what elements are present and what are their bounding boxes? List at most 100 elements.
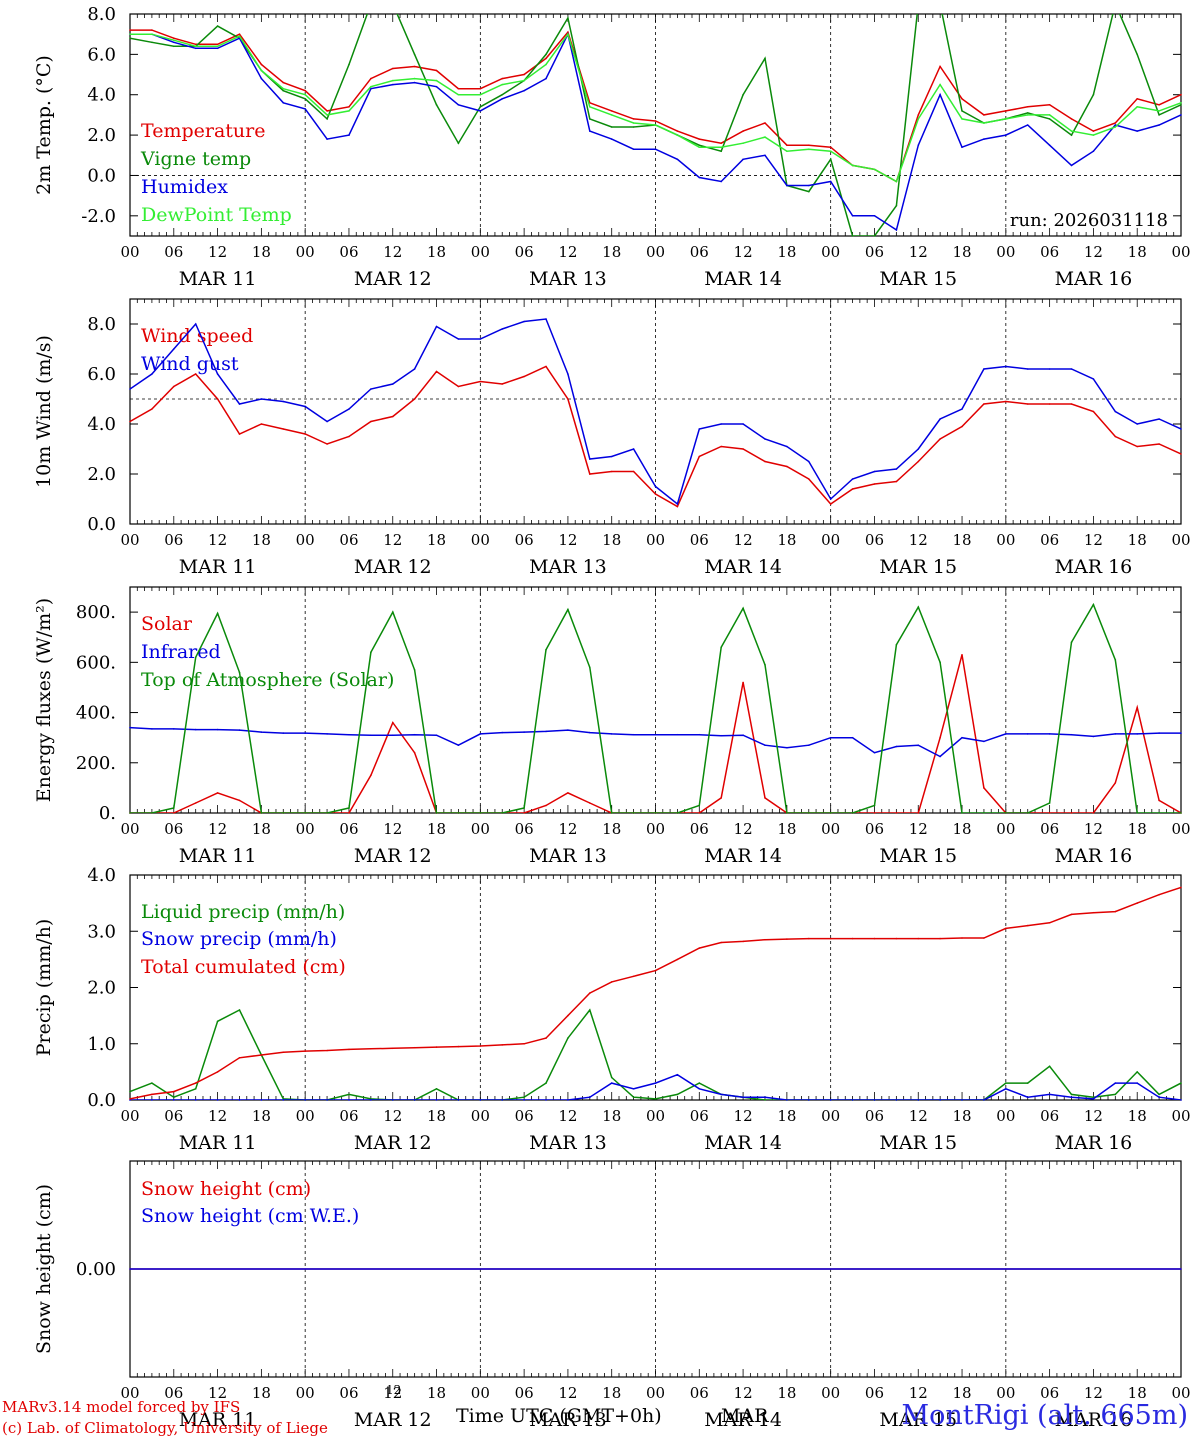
data-point	[698, 947, 701, 949]
data-point	[194, 47, 197, 50]
data-point	[392, 83, 394, 86]
data-point	[348, 106, 350, 108]
data-point	[654, 1082, 657, 1084]
y-axis-label: 10m Wind (m/s)	[33, 335, 55, 488]
data-point	[829, 812, 832, 814]
data-point	[1136, 53, 1138, 56]
data-point	[1114, 126, 1117, 128]
data-point	[610, 981, 613, 983]
data-point	[917, 1099, 920, 1101]
x-tick-label: 12	[558, 531, 577, 549]
data-point	[961, 425, 963, 428]
data-point	[304, 98, 307, 100]
x-tick-label: 12	[208, 243, 227, 261]
data-point	[479, 110, 482, 112]
y-tick-label: 4.0	[87, 414, 116, 435]
data-point	[392, 1047, 394, 1050]
data-point	[589, 666, 591, 669]
data-point	[873, 1099, 876, 1101]
data-point	[589, 1096, 591, 1098]
data-point	[129, 420, 131, 423]
x-tick-label: 06	[865, 1384, 884, 1402]
data-point	[479, 106, 482, 108]
data-point	[304, 433, 307, 435]
data-point	[829, 503, 832, 505]
data-point	[939, 1099, 941, 1101]
x-tick-label: 06	[865, 243, 884, 261]
data-point	[829, 1099, 832, 1101]
x-tick-label: 18	[427, 1107, 446, 1125]
data-point	[194, 656, 197, 659]
data-point	[1136, 1071, 1138, 1073]
data-point	[348, 435, 350, 438]
x-tick-label: 12	[208, 1384, 227, 1402]
data-point	[676, 1093, 679, 1096]
y-axis-label: Precip (mm/h)	[33, 919, 55, 1057]
data-point	[654, 969, 657, 972]
data-point	[873, 483, 876, 485]
data-point	[917, 448, 920, 450]
data-point	[654, 733, 657, 736]
data-point	[1026, 106, 1029, 108]
data-point	[720, 180, 722, 183]
data-point	[392, 383, 394, 385]
x-tick-label: 00	[821, 1384, 840, 1402]
data-point	[1092, 1098, 1095, 1100]
data-point	[435, 1046, 438, 1048]
data-point	[895, 180, 898, 183]
data-point	[917, 812, 920, 814]
data-point	[151, 33, 153, 35]
data-point	[260, 77, 263, 80]
data-point	[129, 33, 131, 35]
data-point	[260, 398, 263, 400]
x-tick-label: 12	[1084, 1107, 1103, 1125]
data-point	[238, 403, 241, 405]
day-label: MAR 13	[529, 268, 607, 290]
data-point	[129, 1090, 131, 1093]
legend-entry: Total cumulated (cm)	[141, 956, 346, 978]
data-point	[917, 744, 920, 746]
x-tick-label: 12	[383, 820, 402, 838]
data-point	[129, 812, 131, 814]
day-label: MAR 14	[704, 1132, 782, 1154]
data-point	[983, 812, 985, 814]
data-point	[589, 106, 591, 108]
data-point	[720, 797, 722, 799]
data-point	[1005, 1082, 1007, 1084]
data-point	[194, 45, 197, 48]
data-point	[282, 81, 285, 84]
data-point	[238, 1057, 241, 1059]
x-tick-label: 00	[296, 531, 315, 549]
day-label: MAR 16	[1055, 845, 1133, 867]
data-point	[238, 1009, 241, 1011]
data-point	[1158, 124, 1160, 126]
data-point	[961, 1099, 963, 1101]
data-point	[873, 235, 876, 237]
x-tick-label: 18	[427, 820, 446, 838]
y-tick-label: 0.	[99, 803, 116, 824]
data-point	[392, 721, 394, 724]
data-point	[326, 812, 328, 814]
data-point	[260, 1099, 263, 1101]
data-point	[151, 1099, 153, 1101]
data-point	[567, 1014, 569, 1017]
data-point	[216, 792, 219, 794]
data-point	[216, 1071, 219, 1073]
data-point	[1026, 1096, 1029, 1098]
data-point	[1158, 732, 1160, 734]
x-tick-label: 00	[646, 820, 665, 838]
x-tick-label: 18	[952, 1107, 971, 1125]
data-point	[435, 325, 438, 328]
data-point	[808, 744, 810, 746]
data-point	[961, 146, 963, 148]
data-point	[632, 126, 635, 128]
data-point	[1048, 802, 1051, 804]
data-point	[961, 118, 963, 120]
data-point	[413, 368, 416, 370]
x-axis-title: Time UTC (GMT+0h)	[456, 1405, 662, 1427]
data-point	[457, 1045, 460, 1048]
data-point	[764, 938, 766, 941]
data-point	[370, 734, 372, 736]
data-point	[1114, 1082, 1117, 1084]
data-point	[129, 726, 131, 729]
